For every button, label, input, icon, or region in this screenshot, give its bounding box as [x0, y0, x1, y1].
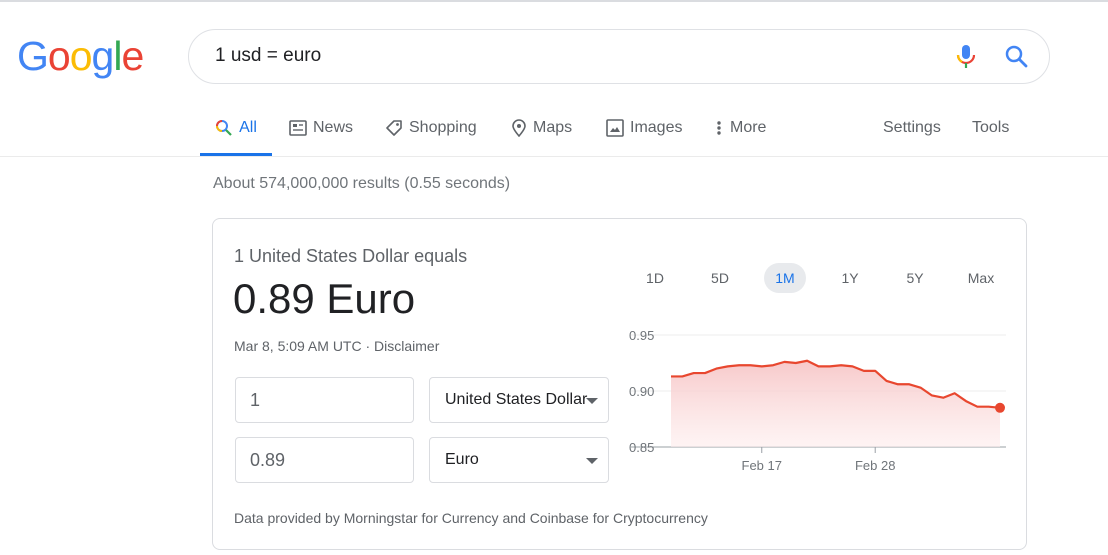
news-icon	[289, 120, 307, 136]
logo-letter: l	[113, 33, 122, 79]
tab-more-label: More	[730, 119, 767, 136]
tab-more[interactable]: More	[714, 100, 766, 156]
tab-shopping-label: Shopping	[409, 119, 477, 136]
tools-link[interactable]: Tools	[972, 119, 1010, 136]
x-tick-label: Feb 28	[855, 458, 895, 473]
logo-letter: o	[69, 33, 93, 79]
search-icon[interactable]	[1004, 44, 1030, 70]
rate-chart[interactable]: 0.95 0.90 0.85 Feb 17 Feb 28	[213, 219, 1026, 519]
range-5y[interactable]: 5Y	[906, 270, 924, 286]
data-provider-note: Data provided by Morningstar for Currenc…	[234, 510, 708, 526]
tab-maps[interactable]: Maps	[511, 100, 572, 156]
dropdown-arrow-icon	[586, 458, 598, 464]
dropdown-arrow-icon	[586, 398, 598, 404]
range-max[interactable]: Max	[967, 270, 995, 286]
range-1m[interactable]: 1M	[764, 263, 806, 293]
timestamp-disclaimer[interactable]: Mar 8, 5:09 AM UTC · Disclaimer	[234, 338, 440, 354]
currency-converter-card: 1 United States Dollar equals 0.89 Euro …	[212, 218, 1027, 550]
image-icon	[606, 119, 624, 137]
tab-all-label: All	[239, 119, 257, 136]
logo-letter: G	[17, 33, 49, 79]
area-fill	[671, 360, 1000, 447]
settings-link[interactable]: Settings	[883, 119, 941, 136]
tab-maps-label: Maps	[533, 119, 573, 136]
series-line	[671, 359, 1001, 409]
logo-letter: g	[91, 33, 115, 79]
amount-from-input[interactable]: 1	[235, 377, 414, 423]
google-logo[interactable]: Google	[17, 33, 144, 80]
equals-label: 1 United States Dollar equals	[234, 246, 468, 266]
y-tick-label: 0.85	[629, 440, 654, 455]
amount-to-input[interactable]: 0.89	[235, 437, 414, 483]
currency-from-value: United States Dollar	[445, 391, 588, 408]
search-box[interactable]: 1 usd = euro	[188, 29, 1050, 84]
tab-shopping[interactable]: Shopping	[385, 100, 477, 156]
logo-letter: e	[121, 33, 144, 79]
tab-images-label: Images	[630, 119, 683, 136]
x-tick-label: Feb 17	[742, 458, 782, 473]
tag-icon	[386, 120, 402, 136]
top-border	[0, 0, 1108, 2]
y-tick-label: 0.95	[629, 328, 654, 343]
range-1y[interactable]: 1Y	[841, 270, 859, 286]
result-stats: About 574,000,000 results (0.55 seconds)	[213, 175, 511, 192]
search-tabs: All News Shopping Maps Images	[0, 100, 1108, 157]
more-vertical-icon	[717, 121, 721, 135]
range-5d[interactable]: 5D	[711, 270, 729, 286]
tab-news[interactable]: News	[289, 100, 353, 156]
microphone-icon[interactable]	[954, 44, 978, 70]
tab-news-label: News	[313, 119, 354, 136]
tab-images[interactable]: Images	[606, 100, 682, 156]
current-value-point	[995, 402, 1005, 413]
range-1d[interactable]: 1D	[646, 270, 664, 286]
active-tab-underline	[200, 153, 272, 156]
logo-letter: o	[47, 33, 71, 79]
currency-to-value: Euro	[445, 451, 479, 468]
search-input[interactable]: 1 usd = euro	[215, 45, 322, 66]
tab-all[interactable]: All	[200, 100, 272, 156]
currency-from-select[interactable]: United States Dollar	[429, 377, 609, 423]
search-icon	[216, 120, 232, 136]
map-pin-icon	[512, 119, 526, 137]
currency-to-select[interactable]: Euro	[429, 437, 609, 483]
y-tick-label: 0.90	[629, 384, 654, 399]
conversion-result: 0.89 Euro	[233, 275, 416, 322]
